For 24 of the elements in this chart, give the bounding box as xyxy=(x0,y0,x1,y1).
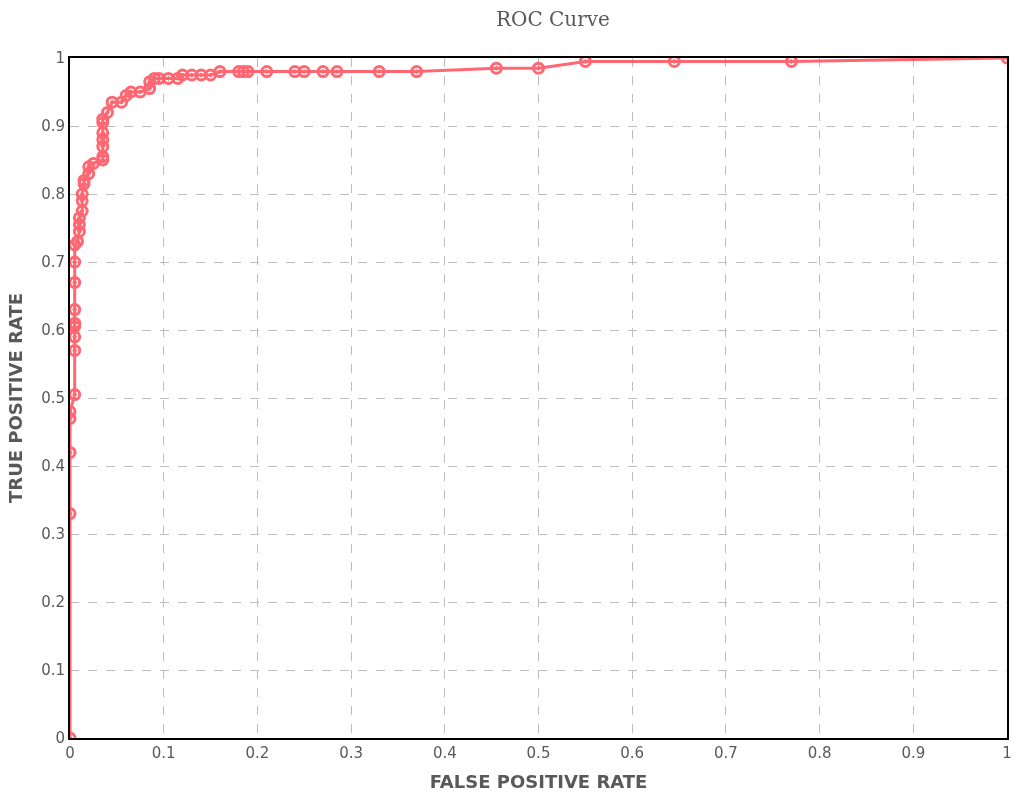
x-axis-title: FALSE POSITIVE RATE xyxy=(429,770,648,792)
x-tick-label: 0.1 xyxy=(151,744,176,762)
y-tick-label: 0.2 xyxy=(41,593,65,612)
x-tick-label: 0.9 xyxy=(901,744,926,762)
y-tick-label: 0.9 xyxy=(41,117,65,136)
y-axis-title: TRUE POSITIVE RATE xyxy=(4,293,26,503)
y-tick-label: 0.4 xyxy=(41,457,65,476)
y-tick-label: 0.8 xyxy=(41,185,65,204)
x-tick-label: 0.5 xyxy=(526,744,551,762)
x-tick-label: 0.2 xyxy=(245,744,270,762)
y-tick-label: 0.7 xyxy=(41,253,65,272)
y-tick-label: 0 xyxy=(55,729,65,748)
x-tick-label: 0.3 xyxy=(339,744,364,762)
y-tick-label: 0.3 xyxy=(41,525,65,544)
x-tick-label: 0.6 xyxy=(620,744,645,762)
y-tick-label: 0.6 xyxy=(41,321,65,340)
x-tick-label: 0.8 xyxy=(807,744,832,762)
x-tick-label: 0.7 xyxy=(713,744,738,762)
x-tick-label: 1 xyxy=(1002,744,1012,762)
chart-title: ROC Curve xyxy=(495,7,610,32)
y-tick-label: 1 xyxy=(55,49,65,68)
y-tick-label: 0.1 xyxy=(41,661,65,680)
x-tick-label: 0.4 xyxy=(432,744,457,762)
y-tick-label: 0.5 xyxy=(41,389,65,408)
